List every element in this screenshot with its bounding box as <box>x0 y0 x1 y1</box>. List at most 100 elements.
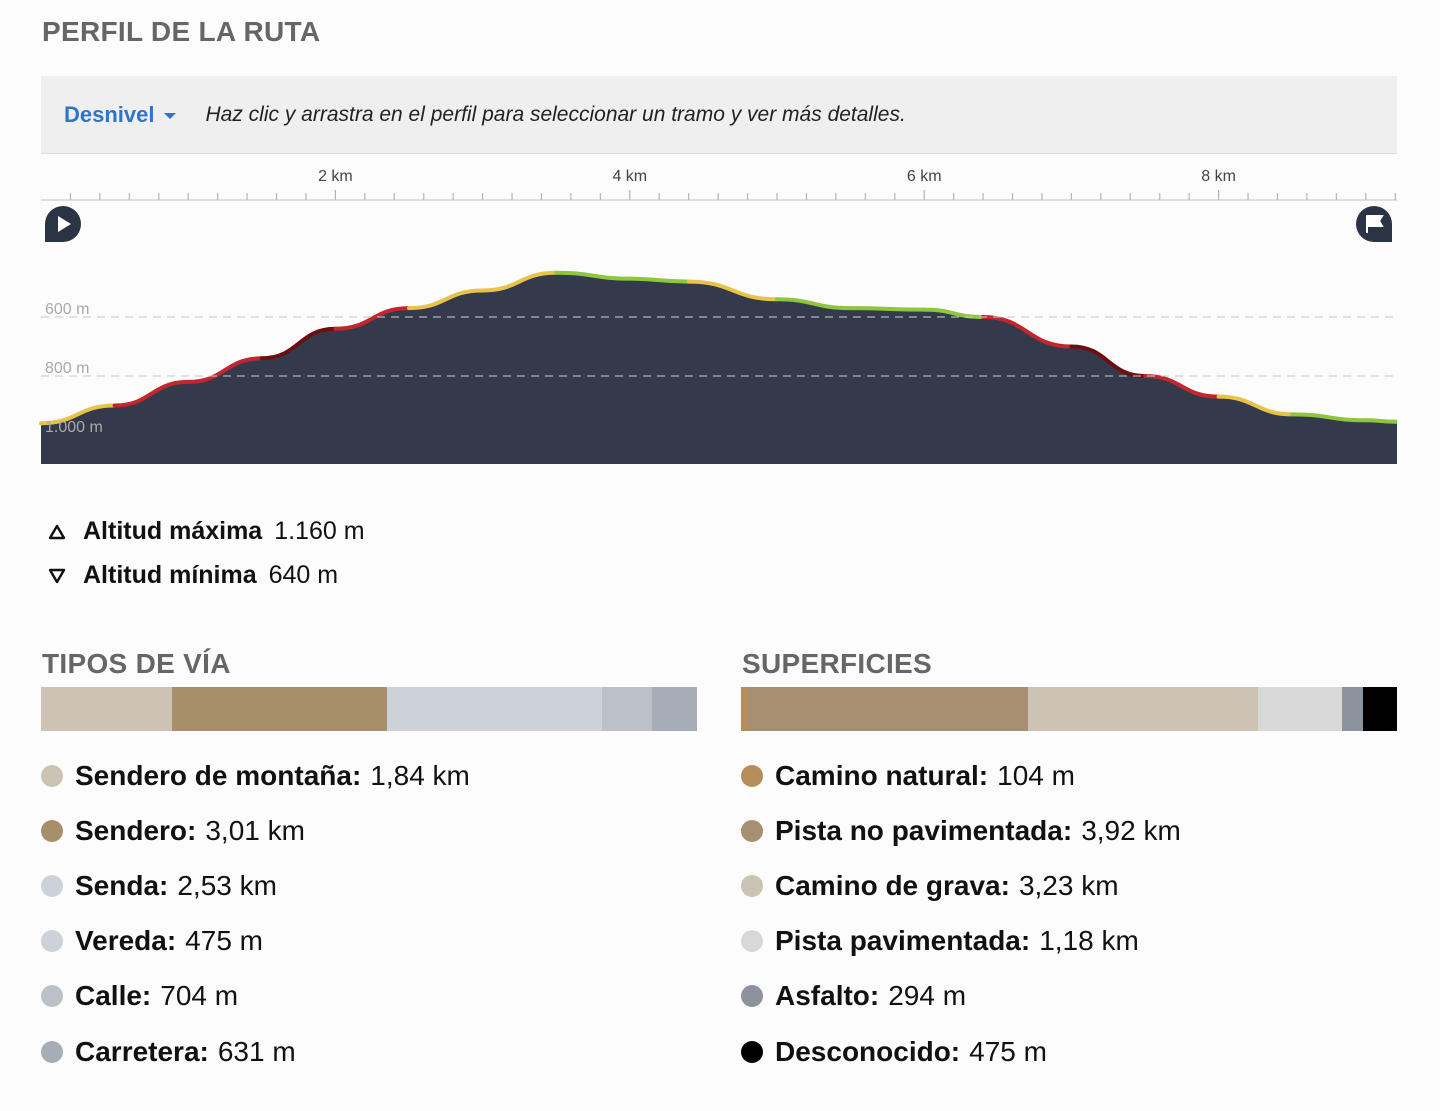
legend-label: Carretera: <box>75 1035 209 1067</box>
grade-line-segment <box>686 279 779 302</box>
grade-line-segment <box>1363 418 1398 424</box>
legend-value: 475 m <box>969 1035 1047 1067</box>
grade-line-segment <box>39 403 117 426</box>
legend-value: 475 m <box>185 925 263 957</box>
bar-segment[interactable] <box>41 687 173 731</box>
way-types-title: TIPOS DE VÍA <box>42 648 231 679</box>
grade-line-segment <box>333 306 411 331</box>
max-altitude-stat: Altitud máxima 1.160 m <box>47 517 365 546</box>
metric-dropdown-label: Desnivel <box>64 101 155 127</box>
legend-dot-icon <box>741 819 763 842</box>
legend-label: Sendero: <box>75 814 197 846</box>
legend-item[interactable]: Senda: 2,53 km <box>41 858 470 913</box>
bar-segment[interactable] <box>1342 687 1364 731</box>
surfaces-legend: Camino natural: 104 m Pista no pavimentada… <box>741 748 1181 1079</box>
legend-item[interactable]: Sendero: 3,01 km <box>41 803 470 858</box>
legend-dot-icon <box>741 764 763 787</box>
bar-segment[interactable] <box>748 687 1028 731</box>
legend-value: 3,01 km <box>205 814 305 846</box>
legend-item[interactable]: Vereda: 475 m <box>41 914 470 969</box>
grade-line-segment <box>407 288 485 311</box>
legend-label: Pista pavimentada: <box>775 925 1031 957</box>
legend-item[interactable]: Carretera: 631 m <box>41 1024 470 1079</box>
legend-item[interactable]: Sendero de montaña: 1,84 km <box>41 748 470 803</box>
legend-label: Vereda: <box>75 925 177 957</box>
legend-dot-icon <box>41 874 63 897</box>
x-tick-label: 6 km <box>907 168 942 185</box>
bar-segment[interactable] <box>387 687 568 731</box>
grade-line-segment <box>1290 412 1368 423</box>
grade-line-segment <box>259 326 338 361</box>
legend-item[interactable]: Camino natural: 104 m <box>741 748 1181 803</box>
grade-line-segment <box>922 307 986 319</box>
legend-label: Pista no pavimentada: <box>775 814 1073 846</box>
grade-line-segment <box>848 306 927 312</box>
legend-item[interactable]: Pista pavimentada: 1,18 km <box>741 914 1181 969</box>
elevation-profile-chart[interactable]: 2 km 4 km 6 km 8 km 1.000 m 800 m 600 m <box>0 154 1440 474</box>
surfaces-bar[interactable] <box>741 687 1397 731</box>
finish-flag-icon[interactable] <box>1356 206 1392 242</box>
legend-label: Calle: <box>75 980 152 1012</box>
way-types-bar[interactable] <box>41 687 698 731</box>
start-play-icon[interactable] <box>45 206 81 242</box>
legend-item[interactable]: Asfalto: 294 m <box>741 969 1181 1024</box>
legend-label: Desconocido: <box>775 1035 961 1067</box>
bar-segment[interactable] <box>172 687 387 731</box>
bar-segment[interactable] <box>1027 687 1258 731</box>
legend-label: Camino de grava: <box>775 869 1010 901</box>
grade-line-segment <box>480 270 559 293</box>
triangle-up-icon <box>48 524 66 539</box>
bar-segment[interactable] <box>741 687 749 731</box>
triangle-down-icon <box>48 568 66 583</box>
elevation-area <box>41 272 1397 464</box>
y-tick-label: 800 m <box>45 360 89 377</box>
x-tick-label: 8 km <box>1201 168 1236 185</box>
legend-dot-icon <box>41 985 63 1008</box>
profile-hint: Haz clic y arrastra en el perfil para se… <box>205 102 906 126</box>
min-altitude-value: 640 m <box>268 561 339 589</box>
grade-line-segment <box>1143 374 1221 399</box>
min-altitude-stat: Altitud mínima 640 m <box>47 561 338 590</box>
legend-dot-icon <box>41 1040 63 1063</box>
bar-segment[interactable] <box>601 687 652 731</box>
grade-line-segment <box>554 270 632 281</box>
max-altitude-label: Altitud máxima <box>83 517 263 545</box>
grade-line-segment <box>775 297 853 311</box>
legend-dot-icon <box>41 930 63 953</box>
legend-dot-icon <box>741 1040 763 1063</box>
legend-value: 3,92 km <box>1081 814 1181 846</box>
bar-segment[interactable] <box>651 687 698 731</box>
legend-item[interactable]: Desconocido: 475 m <box>741 1024 1181 1079</box>
legend-item[interactable]: Calle: 704 m <box>41 969 470 1024</box>
max-altitude-value: 1.160 m <box>274 517 365 545</box>
way-types-legend: Sendero de montaña: 1,84 km Sendero: 3,01 k… <box>41 748 470 1079</box>
min-altitude-label: Altitud mínima <box>83 561 257 589</box>
y-tick-label: 1.000 m <box>45 419 103 436</box>
metric-dropdown[interactable]: Desnivel <box>64 102 176 128</box>
legend-dot-icon <box>41 819 63 842</box>
x-tick-label: 4 km <box>612 168 647 185</box>
legend-label: Camino natural: <box>775 759 989 791</box>
legend-dot-icon <box>41 764 63 787</box>
grade-line-segment <box>1216 394 1295 417</box>
x-tick-label: 2 km <box>318 168 353 185</box>
grade-line-segment <box>186 356 264 384</box>
grade-line-segment <box>1069 344 1147 378</box>
legend-value: 1,18 km <box>1039 925 1139 957</box>
legend-value: 294 m <box>888 980 967 1012</box>
y-tick-label: 600 m <box>45 301 89 318</box>
bar-segment[interactable] <box>567 687 602 731</box>
bar-segment[interactable] <box>1363 687 1397 731</box>
legend-item[interactable]: Pista no pavimentada: 3,92 km <box>741 803 1181 858</box>
surfaces-title: SUPERFICIES <box>742 648 933 679</box>
profile-toolbar: Desnivel Haz clic y arrastra en el perfi… <box>41 76 1397 154</box>
grade-line-segment <box>627 276 691 284</box>
legend-value: 3,23 km <box>1018 869 1119 901</box>
profile-title: PERFIL DE LA RUTA <box>42 16 321 47</box>
legend-value: 704 m <box>160 980 239 1012</box>
legend-label: Senda: <box>75 869 169 901</box>
bar-segment[interactable] <box>1257 687 1343 731</box>
grade-line-segment <box>112 379 191 408</box>
legend-item[interactable]: Camino de grava: 3,23 km <box>741 858 1181 913</box>
legend-value: 2,53 km <box>177 869 277 901</box>
